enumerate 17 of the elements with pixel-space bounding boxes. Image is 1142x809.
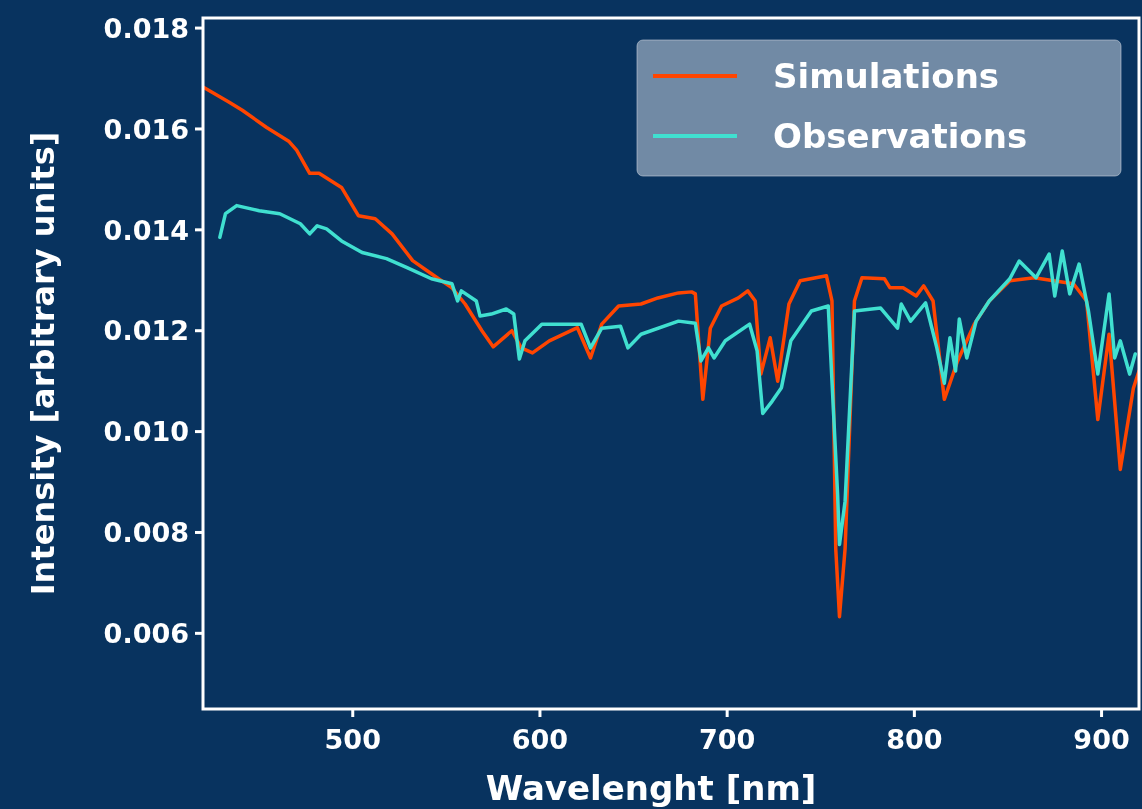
x-axis-title: Wavelenght [nm] <box>485 768 817 808</box>
x-tick-label: 700 <box>698 724 756 755</box>
y-tick-label: 0.016 <box>103 113 189 145</box>
y-tick-label: 0.012 <box>103 315 189 347</box>
x-tick-label: 500 <box>324 724 381 755</box>
y-tick-label: 0.014 <box>103 214 189 246</box>
y-tick-label: 0.010 <box>103 416 189 448</box>
y-tick-label: 0.018 <box>103 12 189 44</box>
legend-label: Observations <box>773 116 1028 157</box>
y-tick-label: 0.006 <box>103 618 189 650</box>
line-series <box>218 203 1138 547</box>
x-tick-label: 600 <box>511 724 569 755</box>
x-tick-label: 800 <box>886 724 943 755</box>
x-tick-label: 900 <box>1073 724 1130 755</box>
y-axis-title: Intensity [arbitrary units] <box>24 131 62 596</box>
y-tick-label: 0.008 <box>103 517 189 549</box>
legend-label: Simulations <box>773 56 1000 97</box>
